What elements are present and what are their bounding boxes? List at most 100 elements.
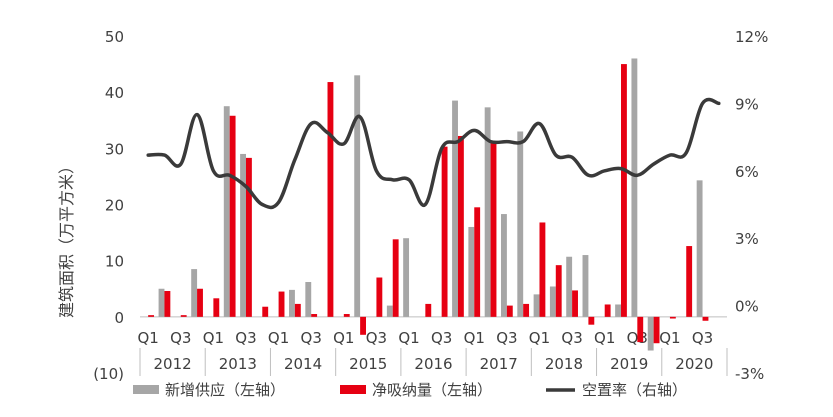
absorption-bar (262, 306, 269, 317)
bar-series (148, 58, 709, 351)
absorption-bar (376, 277, 383, 317)
absorption-bar (457, 135, 464, 317)
x-tick-label: Q3 (431, 329, 452, 347)
absorption-bar (294, 303, 301, 317)
absorption-bar (621, 64, 627, 317)
absorption-bar (490, 142, 497, 317)
supply-bar (191, 269, 198, 317)
supply-bar (582, 255, 589, 317)
year-label: 2014 (284, 355, 322, 373)
year-label: 2019 (610, 355, 648, 373)
year-label: 2012 (154, 355, 192, 373)
right-tick-label: -3% (735, 365, 764, 383)
x-tick-label: Q3 (235, 329, 256, 347)
absorption-bar (197, 288, 203, 317)
supply-bar (354, 75, 361, 317)
left-tick-label: (10) (93, 365, 124, 383)
absorption-bar (392, 239, 399, 317)
legend-swatch-absorption (340, 385, 366, 394)
supply-bar (615, 304, 622, 317)
absorption-bar (441, 146, 448, 317)
x-tick-label: Q1 (659, 329, 680, 347)
absorption-bar (148, 315, 155, 317)
absorption-bar (474, 207, 481, 317)
legend-label-vacancy: 空置率（右轴） (582, 381, 687, 399)
left-tick-label: 30 (105, 140, 124, 158)
absorption-bar (164, 291, 171, 317)
supply-bar (223, 106, 230, 317)
x-tick-label: Q3 (692, 329, 713, 347)
supply-bar (533, 294, 540, 317)
supply-bar (631, 58, 638, 317)
x-tick-label: Q3 (496, 329, 517, 347)
supply-bar (386, 305, 393, 317)
absorption-bar (327, 82, 334, 317)
supply-bar (549, 286, 556, 317)
absorption-bar (588, 316, 595, 325)
supply-bar (403, 238, 410, 317)
absorption-bar (523, 303, 530, 317)
year-label: 2017 (480, 355, 518, 373)
left-tick-label: 20 (105, 197, 124, 215)
absorption-bar (360, 316, 366, 335)
x-tick-label: Q1 (594, 329, 615, 347)
right-axis: -3% 0% 3% 6% 9% 12% (735, 28, 768, 383)
line-series (146, 97, 721, 210)
x-axis: Q1 Q3 Q1 Q3 Q1 Q3 Q1 Q3 Q1 Q3 Q1 Q3 Q1 Q3 Q1 Q3 Q1 Q3 2012… (137, 316, 728, 376)
supply-bar (289, 289, 295, 317)
absorption-bar (702, 316, 709, 321)
x-tick-label: Q1 (464, 329, 485, 347)
legend-swatch-supply (133, 385, 159, 394)
supply-bar (647, 316, 654, 351)
left-tick-label: 40 (105, 84, 124, 102)
absorption-bar (637, 316, 644, 343)
absorption-bar (425, 303, 432, 317)
right-tick-label: 3% (735, 230, 759, 248)
absorption-bar (653, 316, 660, 344)
supply-bar (484, 107, 491, 317)
supply-bar (501, 214, 507, 317)
x-tick-label: Q3 (170, 329, 191, 347)
legend-label-absorption: 净吸纳量（左轴） (372, 381, 492, 399)
supply-bar (158, 288, 165, 317)
x-tick-label: Q1 (268, 329, 289, 347)
legend-label-supply: 新增供应（左轴） (165, 381, 285, 399)
year-label: 2013 (219, 355, 257, 373)
left-tick-label: 10 (105, 253, 124, 271)
year-label: 2016 (414, 355, 452, 373)
supply-bar (240, 153, 246, 317)
x-tick-label: Q1 (398, 329, 419, 347)
supply-bar (696, 180, 703, 317)
absorption-bar (686, 246, 693, 317)
absorption-bar (572, 290, 578, 317)
x-tick-label: Q1 (333, 329, 354, 347)
right-tick-label: 12% (735, 28, 768, 46)
year-label: 2015 (349, 355, 387, 373)
x-tick-label: Q3 (561, 329, 582, 347)
absorption-bar (506, 305, 513, 317)
x-tick-label: Q1 (203, 329, 224, 347)
x-tick-label: Q3 (301, 329, 322, 347)
supply-bar (468, 226, 475, 317)
absorption-bar (229, 115, 236, 317)
x-tick-label: Q1 (529, 329, 550, 347)
absorption-bar (604, 304, 611, 317)
absorption-bar (278, 291, 285, 317)
right-tick-label: 0% (735, 298, 759, 316)
left-tick-label: 50 (105, 28, 124, 46)
absorption-bar (555, 265, 562, 317)
absorption-bar (180, 315, 187, 317)
left-axis: (10) 0 10 20 30 40 50 (93, 28, 124, 383)
absorption-bar (539, 222, 546, 317)
legend: 新增供应（左轴） 净吸纳量（左轴） 空置率（右轴） (133, 381, 687, 399)
supply-bar (517, 131, 524, 317)
supply-bar (452, 100, 458, 317)
right-tick-label: 9% (735, 95, 759, 113)
supply-bar (305, 282, 312, 317)
supply-bar (566, 256, 573, 317)
x-tick-label: Q1 (137, 329, 158, 347)
year-label: 2018 (545, 355, 583, 373)
vacancy-rate-line (146, 97, 721, 210)
absorption-bar (245, 157, 252, 317)
absorption-bar (213, 298, 220, 317)
